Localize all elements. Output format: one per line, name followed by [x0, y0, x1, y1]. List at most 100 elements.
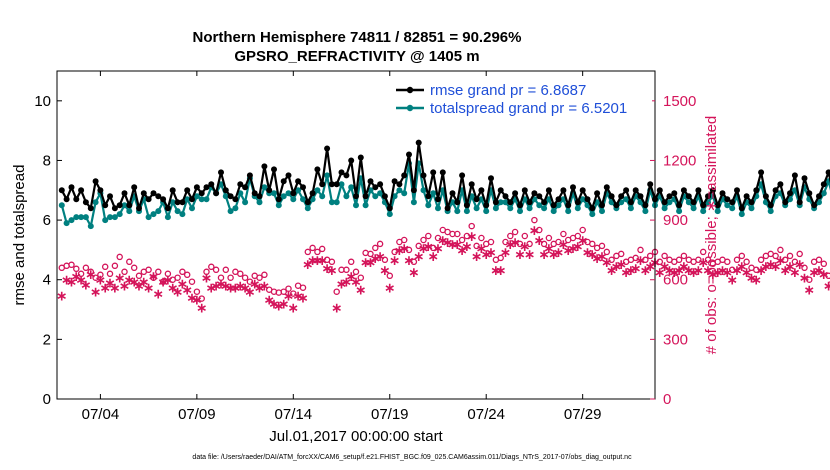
assimilated-obs-point: ∗: [591, 251, 603, 267]
assimilated-obs-point: ∗: [760, 259, 772, 275]
possible-obs-point: [68, 261, 75, 269]
possible-obs-point: [781, 256, 789, 264]
y-tick-label: 0: [43, 391, 51, 408]
possible-obs-point: [256, 274, 263, 281]
rmse-point: [734, 187, 740, 194]
possible-obs-point: [429, 244, 437, 252]
assimilated-obs-point: ∗: [162, 273, 174, 289]
rmse-point: [160, 196, 167, 203]
assimilated-obs-point: ∗: [336, 277, 348, 293]
totalspread-point: [203, 196, 210, 203]
assimilated-obs-point: ∗: [509, 235, 521, 251]
totalspread-point: [492, 205, 499, 212]
assimilated-obs-point: ∗: [205, 281, 217, 297]
rmse-point: [478, 187, 485, 194]
y-right-tick-label: 900: [663, 212, 688, 229]
assimilated-obs-point: ∗: [259, 279, 271, 295]
rmse-point: [642, 202, 649, 209]
assimilated-obs-point: ∗: [312, 253, 324, 269]
possible-obs-point: [333, 288, 340, 295]
y-tick-label: 8: [43, 152, 51, 169]
rmse-point: [695, 187, 702, 194]
assimilated-obs-point: ∗: [61, 273, 73, 289]
possible-obs-point: [637, 246, 644, 254]
assimilated-obs-point: ∗: [731, 263, 743, 279]
assimilated-obs-point: ∗: [823, 279, 830, 295]
totalspread-point: [348, 184, 355, 191]
totalspread-point: [184, 196, 191, 203]
totalspread-point: [82, 214, 89, 221]
rmse-point: [748, 199, 755, 206]
assimilated-obs-point: ∗: [726, 273, 738, 289]
possible-obs-point: [126, 258, 133, 266]
rmse-point: [497, 187, 504, 194]
assimilated-obs-point: ∗: [80, 278, 92, 294]
assimilated-obs-point: ∗: [263, 293, 275, 309]
assimilated-obs-point: ∗: [331, 301, 343, 317]
possible-obs-point: [73, 265, 80, 273]
totalspread-point: [150, 211, 157, 218]
totalspread-point: [820, 190, 827, 197]
possible-obs-point: [183, 271, 191, 279]
rmse-point: [613, 202, 620, 209]
x-tick-label: 07/19: [371, 406, 409, 423]
rmse-point: [502, 193, 509, 200]
assimilated-obs-point: ∗: [702, 263, 714, 279]
rmse-point: [459, 172, 466, 179]
possible-obs-point: [159, 278, 167, 285]
assimilated-obs-point: ∗: [500, 245, 512, 261]
totalspread-point: [473, 205, 480, 212]
possible-obs-point: [188, 278, 196, 285]
totalspread-point: [174, 208, 181, 215]
rmse-point: [449, 190, 456, 197]
assimilated-obs-point: ∗: [765, 257, 777, 273]
assimilated-obs-point: ∗: [490, 263, 502, 279]
rmse-point: [521, 187, 528, 194]
rmse-point: [772, 187, 779, 194]
assimilated-obs-point: ∗: [379, 263, 391, 279]
x-tick-label: 07/24: [467, 406, 505, 423]
assimilated-obs-point: ∗: [755, 263, 767, 279]
rmse-point: [435, 196, 441, 203]
assimilated-obs-point: ∗: [341, 275, 353, 291]
assimilated-obs-point: ∗: [422, 239, 434, 255]
possible-obs-point: [116, 253, 123, 261]
rmse-point: [184, 187, 191, 194]
assimilated-obs-point: ∗: [794, 257, 806, 273]
x-tick-label: 07/09: [178, 406, 216, 423]
rmse-point: [603, 184, 610, 191]
totalspread-point: [377, 190, 384, 197]
assimilated-obs-point: ∗: [558, 237, 570, 253]
rmse-point: [743, 193, 750, 200]
rmse-point: [256, 193, 263, 200]
totalspread-point: [353, 202, 359, 209]
rmse-point: [155, 193, 162, 200]
assimilated-obs-point: ∗: [196, 301, 208, 317]
totalspread-point: [285, 190, 292, 197]
possible-obs-point: [772, 252, 779, 260]
rmse-point: [627, 199, 634, 206]
assimilated-obs-point: ∗: [697, 255, 709, 271]
possible-obs-point: [468, 222, 475, 230]
assimilated-obs-point: ∗: [451, 237, 463, 253]
assimilated-obs-point: ∗: [138, 275, 150, 291]
rmse-point: [762, 193, 769, 200]
possible-obs-point: [425, 232, 432, 240]
possible-obs-point: [656, 258, 664, 266]
possible-obs-point: [738, 252, 746, 260]
rmse-point: [275, 196, 282, 203]
totalspread-point: [497, 199, 504, 206]
rmse-point: [816, 193, 822, 200]
possible-obs-point: [285, 285, 292, 292]
rmse-point: [705, 193, 711, 200]
rmse-point: [193, 184, 200, 191]
possible-obs-point: [237, 270, 244, 278]
assimilated-obs-point: ∗: [99, 281, 111, 297]
totalspread-point: [73, 214, 80, 221]
rmse-point: [68, 184, 75, 191]
possible-obs-point: [420, 236, 427, 244]
possible-obs-point: [304, 248, 312, 256]
rmse-point: [237, 181, 244, 188]
rmse-point: [300, 184, 306, 191]
totalspread-point: [396, 187, 403, 194]
